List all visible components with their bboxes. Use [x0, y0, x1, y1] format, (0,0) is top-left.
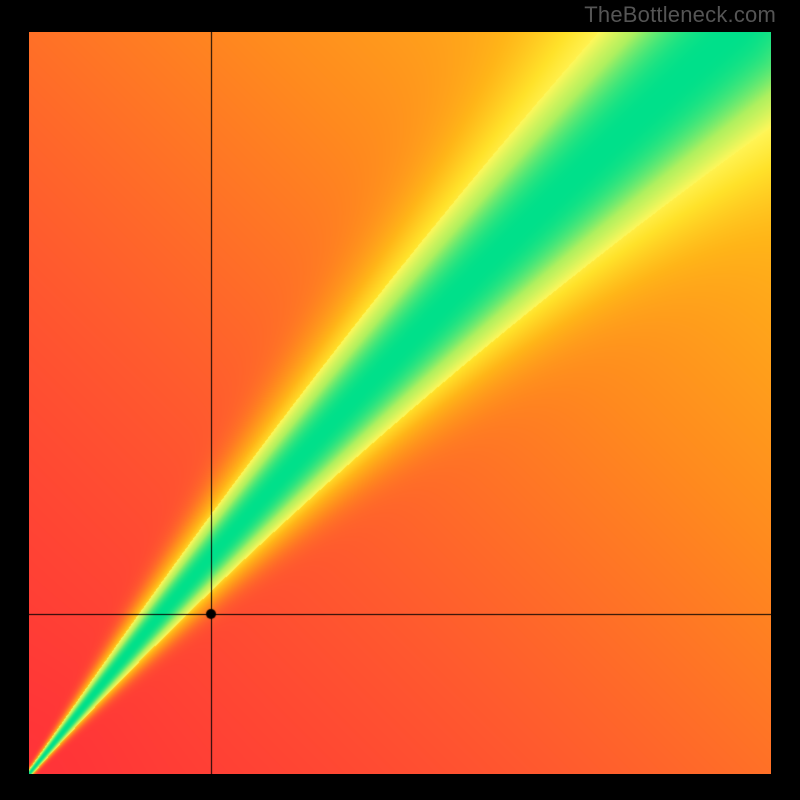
chart-container: TheBottleneck.com: [0, 0, 800, 800]
heatmap-plot: [29, 32, 771, 774]
heatmap-canvas: [29, 32, 771, 774]
attribution-text: TheBottleneck.com: [584, 2, 776, 28]
